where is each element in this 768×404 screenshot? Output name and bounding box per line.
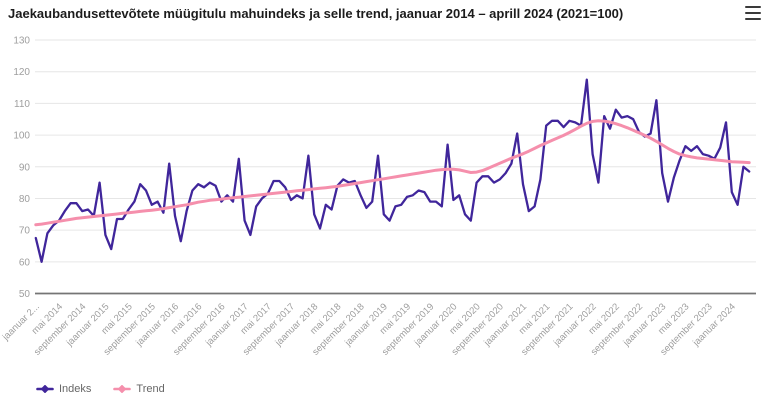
- chart-plot-area: 130 120 110 100 90 80 70 60 50 jaanuar 2...mai 2…: [0, 36, 756, 358]
- indeks-legend-marker: [36, 385, 54, 393]
- chart-legend: Indeks Trend: [36, 383, 165, 395]
- trend-legend-marker: [113, 385, 132, 393]
- legend-label-trend: Trend: [136, 383, 165, 395]
- y-tick-label: 90: [19, 162, 31, 173]
- chart-title: Jaekaubandusettevõtete müügitulu mahuind…: [8, 6, 624, 21]
- y-tick-label: 110: [14, 99, 30, 110]
- y-tick-label: 120: [13, 67, 30, 78]
- legend-label-indeks: Indeks: [59, 383, 92, 395]
- y-tick-label: 50: [19, 289, 31, 300]
- y-tick-label: 130: [13, 36, 30, 47]
- menu-bar: [745, 17, 761, 20]
- y-tick-label: 70: [19, 226, 31, 237]
- y-axis-labels: 130 120 110 100 90 80 70 60 50: [13, 36, 30, 301]
- indeks-line: [34, 78, 751, 263]
- legend-item-indeks[interactable]: Indeks: [36, 383, 91, 395]
- gridlines: [35, 39, 756, 295]
- hamburger-menu-icon[interactable]: [745, 5, 761, 21]
- menu-bar: [745, 6, 761, 9]
- y-tick-label: 60: [19, 257, 31, 268]
- legend-item-trend[interactable]: Trend: [113, 383, 165, 395]
- y-tick-label: 100: [13, 131, 30, 142]
- menu-bar: [745, 11, 761, 15]
- y-tick-label: 80: [19, 194, 31, 205]
- trend-line: [34, 119, 751, 227]
